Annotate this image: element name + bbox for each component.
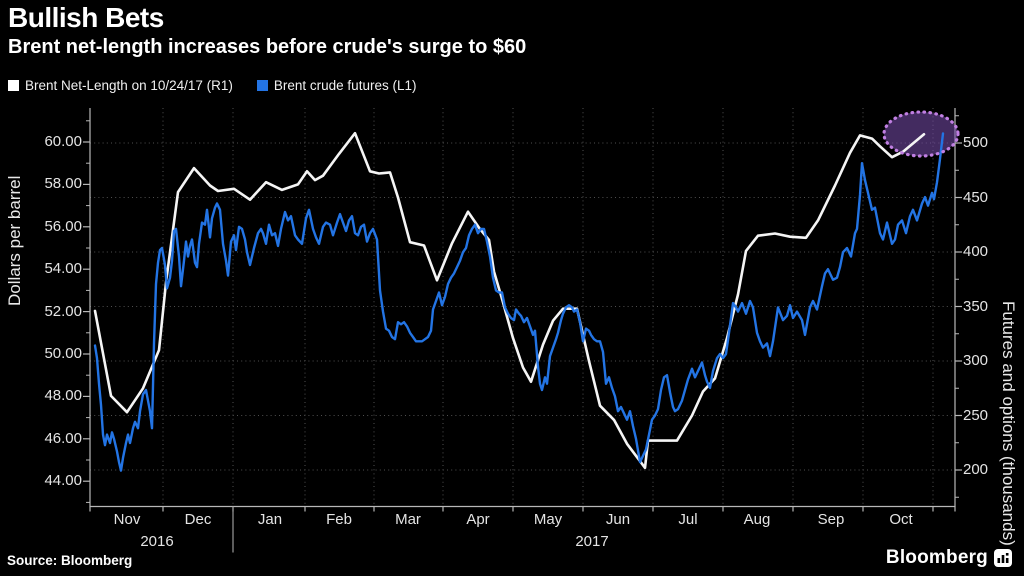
source-text: Source: Bloomberg	[7, 553, 133, 568]
x-axis-year-label: 2016	[140, 533, 174, 550]
right-axis-tick-label: 250	[963, 406, 989, 424]
x-axis-month-label: Dec	[184, 511, 212, 528]
x-axis-month-label: Jul	[678, 511, 698, 528]
left-axis-tick-label: 44.00	[44, 472, 82, 490]
legend-item-crude-futures: Brent crude futures (L1)	[256, 78, 417, 93]
right-axis-tick-label: 300	[963, 352, 989, 369]
left-axis-tick-label: 54.00	[44, 260, 82, 278]
left-axis-tick-label: 50.00	[44, 345, 82, 362]
x-axis-month-label: Jun	[605, 511, 631, 528]
x-axis-month-label: Sep	[817, 511, 845, 528]
x-axis-month-label: Feb	[326, 511, 352, 528]
right-axis-tick-label: 500	[963, 134, 989, 151]
left-axis-tick-label: 56.00	[44, 217, 82, 235]
right-axis-tick-label: 200	[963, 461, 989, 478]
x-axis-month-label: Oct	[889, 511, 913, 528]
left-axis-tick-label: 52.00	[44, 302, 82, 320]
left-axis-tick-label: 46.00	[44, 429, 82, 447]
bloomberg-logo: Bloomberg	[886, 547, 1012, 569]
left-axis-tick-label: 48.00	[44, 387, 82, 405]
legend-label-crude-futures: Brent crude futures (L1)	[273, 78, 417, 93]
legend-swatch-blue	[256, 80, 268, 91]
right-axis-tick-label: 450	[963, 188, 989, 206]
x-axis-month-label: Aug	[743, 511, 771, 528]
x-axis-month-label: Apr	[466, 511, 490, 528]
x-axis-month-label: Nov	[113, 511, 141, 528]
legend-label-net-length: Brent Net-Length on 10/24/17 (R1)	[25, 78, 233, 93]
left-axis-tick-label: 60.00	[44, 133, 82, 150]
right-axis-tick-label: 400	[963, 243, 989, 260]
chart-subtitle: Brent net-length increases before crude'…	[8, 36, 527, 58]
legend: Brent Net-Length on 10/24/17 (R1) Brent …	[8, 78, 416, 93]
right-axis-tick-label: 350	[963, 297, 989, 315]
left-axis-tick-label: 58.00	[44, 175, 82, 193]
legend-item-net-length: Brent Net-Length on 10/24/17 (R1)	[8, 78, 233, 93]
x-axis-month-label: Mar	[395, 511, 421, 528]
x-axis-month-label: May	[533, 511, 563, 528]
x-axis-year-label: 2017	[575, 533, 609, 550]
x-axis-month-label: Jan	[257, 511, 283, 528]
chart-title: Bullish Bets	[8, 2, 164, 33]
bloomberg-chart-icon	[994, 549, 1012, 567]
legend-swatch-white	[8, 80, 19, 91]
bloomberg-wordmark: Bloomberg	[885, 547, 988, 568]
